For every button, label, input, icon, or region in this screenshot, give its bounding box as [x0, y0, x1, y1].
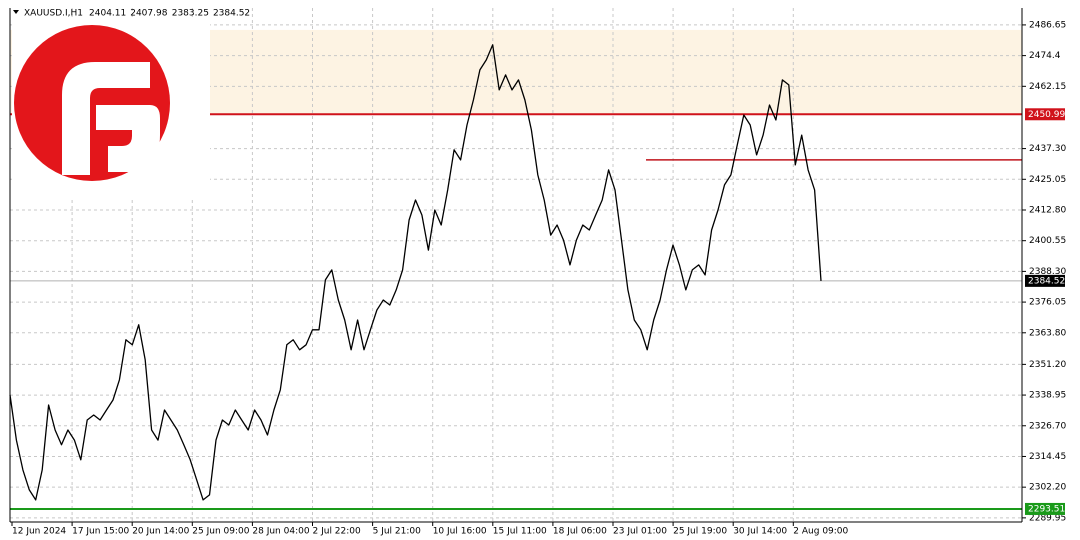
level-label: 2384.52 — [1028, 276, 1065, 286]
x-tick-label: 18 Jul 06:00 — [553, 527, 607, 537]
y-tick-label: 2437.30 — [1029, 144, 1066, 154]
y-tick-label: 2425.05 — [1029, 175, 1066, 185]
header: XAUUSD.I,H1 2404.11 2407.98 2383.25 2384… — [13, 9, 250, 19]
x-tick-label: 20 Jun 14:00 — [132, 527, 189, 537]
y-tick-label: 2338.95 — [1029, 391, 1066, 401]
x-tick-label: 17 Jun 15:00 — [72, 527, 129, 537]
y-tick-label: 2400.55 — [1029, 236, 1066, 246]
x-tick-label: 28 Jun 04:00 — [252, 527, 309, 537]
y-tick-label: 2412.80 — [1029, 205, 1066, 215]
y-tick-label: 2462.15 — [1029, 82, 1066, 92]
y-tick-label: 2363.80 — [1029, 328, 1066, 338]
level-label-bg — [1025, 502, 1065, 515]
level-label-bg — [1025, 108, 1065, 121]
y-tick-label: 2474.4 — [1029, 51, 1061, 61]
level-label: 2293.51 — [1028, 504, 1065, 514]
y-tick-label: 2388.30 — [1029, 267, 1066, 277]
logo-shape — [96, 105, 160, 172]
symbol: XAUUSD.I,H1 — [24, 9, 83, 19]
ohlc-value: 2404.11 — [89, 9, 126, 19]
x-tick-label: 5 Jul 21:00 — [373, 527, 422, 537]
ohlc-value: 2407.98 — [130, 9, 167, 19]
x-tick-label: 2 Jul 22:00 — [313, 527, 362, 537]
y-tick-label: 2326.70 — [1029, 421, 1066, 431]
y-tick-label: 2486.65 — [1029, 20, 1066, 30]
y-tick-label: 2376.05 — [1029, 298, 1066, 308]
header-arrow — [13, 10, 19, 14]
logo-shape — [62, 62, 150, 175]
x-tick-label: 25 Jun 09:00 — [192, 527, 249, 537]
x-tick-label: 2 Aug 09:00 — [793, 527, 848, 537]
y-tick-label: 2314.45 — [1029, 452, 1066, 462]
y-tick-label: 2289.95 — [1029, 513, 1066, 523]
ohlc-value: 2383.25 — [172, 9, 209, 19]
x-tick-label: 30 Jul 14:00 — [733, 527, 787, 537]
x-tick-label: 15 Jul 11:00 — [493, 527, 547, 537]
y-tick-label: 2302.20 — [1029, 483, 1066, 493]
level-label: 2450.99 — [1028, 110, 1065, 120]
x-tick-label: 23 Jul 01:00 — [613, 527, 667, 537]
ohlc-value: 2384.52 — [213, 9, 250, 19]
y-tick-label: 2351.20 — [1029, 360, 1066, 370]
price-line — [9, 44, 822, 501]
logo — [12, 20, 210, 198]
x-tick-label: 25 Jul 19:00 — [673, 527, 727, 537]
x-tick-label: 12 Jun 2024 — [12, 527, 66, 537]
level-label-bg — [1025, 274, 1065, 287]
x-tick-label: 10 Jul 16:00 — [433, 527, 487, 537]
